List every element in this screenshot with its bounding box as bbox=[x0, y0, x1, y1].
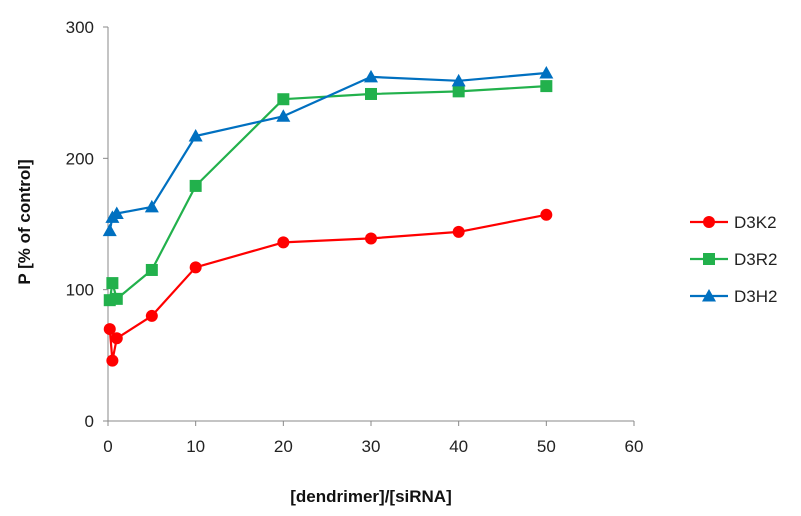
tick-labels: 0 100 200 300 0 10 20 30 40 50 60 bbox=[66, 18, 644, 456]
data-point-d3k2 bbox=[452, 225, 465, 238]
data-point-d3k2 bbox=[103, 323, 116, 336]
series-d3k2 bbox=[103, 208, 553, 367]
data-point-d3r2 bbox=[189, 179, 202, 192]
data-point-d3h2 bbox=[109, 206, 124, 219]
y-tick-label: 100 bbox=[66, 281, 94, 300]
legend-label: D3H2 bbox=[734, 287, 777, 306]
y-tick-label: 300 bbox=[66, 18, 94, 37]
data-point-d3k2 bbox=[145, 309, 158, 322]
data-point-d3h2 bbox=[364, 69, 378, 83]
series-d3r2 bbox=[103, 80, 553, 307]
data-point-d3k2 bbox=[110, 332, 123, 345]
data-point-d3r2 bbox=[106, 277, 119, 290]
series bbox=[102, 65, 554, 367]
data-point-d3r2 bbox=[110, 292, 123, 305]
data-point-d3h2 bbox=[451, 73, 466, 87]
x-axis-title: [dendrimer]/[siRNA] bbox=[290, 487, 452, 506]
data-point-d3r2 bbox=[365, 87, 377, 100]
axes bbox=[103, 26, 635, 426]
legend-item-d3k2: D3K2 bbox=[690, 213, 777, 232]
data-point-d3k2 bbox=[540, 208, 553, 221]
legend-item-d3r2: D3R2 bbox=[690, 250, 777, 269]
series-d3h2 bbox=[102, 65, 554, 237]
data-point-d3r2 bbox=[277, 93, 290, 106]
data-point-d3r2 bbox=[540, 80, 553, 93]
x-tick-label: 40 bbox=[449, 437, 468, 456]
legend-marker bbox=[702, 289, 716, 302]
y-axis-title: P [% of control] bbox=[15, 159, 34, 284]
x-tick-label: 0 bbox=[103, 437, 112, 456]
x-tick-label: 10 bbox=[186, 437, 205, 456]
x-tick-label: 50 bbox=[537, 437, 556, 456]
series-line-d3r2 bbox=[108, 85, 547, 301]
x-tick-label: 20 bbox=[274, 437, 293, 456]
legend-label: D3R2 bbox=[734, 250, 777, 269]
data-point-d3h2 bbox=[144, 199, 159, 213]
data-point-d3h2 bbox=[188, 129, 203, 142]
y-tick-label: 0 bbox=[85, 412, 94, 431]
y-tick-label: 200 bbox=[66, 149, 94, 168]
data-point-d3k2 bbox=[365, 232, 377, 245]
legend-label: D3K2 bbox=[734, 213, 777, 232]
x-tick-label: 30 bbox=[362, 437, 381, 456]
series-line-d3k2 bbox=[108, 213, 547, 362]
legend-marker bbox=[703, 216, 715, 228]
legend-marker bbox=[703, 253, 715, 265]
series-line-d3h2 bbox=[108, 71, 547, 231]
data-point-d3h2 bbox=[276, 109, 291, 122]
legend-item-d3h2: D3H2 bbox=[690, 287, 777, 306]
data-point-d3k2 bbox=[277, 236, 290, 249]
data-point-d3k2 bbox=[106, 354, 119, 367]
legend: D3K2 D3R2 D3H2 bbox=[690, 213, 777, 306]
data-point-d3r2 bbox=[452, 85, 465, 98]
x-tick-label: 60 bbox=[625, 437, 644, 456]
data-point-d3r2 bbox=[145, 263, 158, 276]
data-point-d3k2 bbox=[189, 261, 202, 274]
data-point-d3h2 bbox=[102, 223, 117, 237]
data-point-d3h2 bbox=[539, 65, 554, 79]
